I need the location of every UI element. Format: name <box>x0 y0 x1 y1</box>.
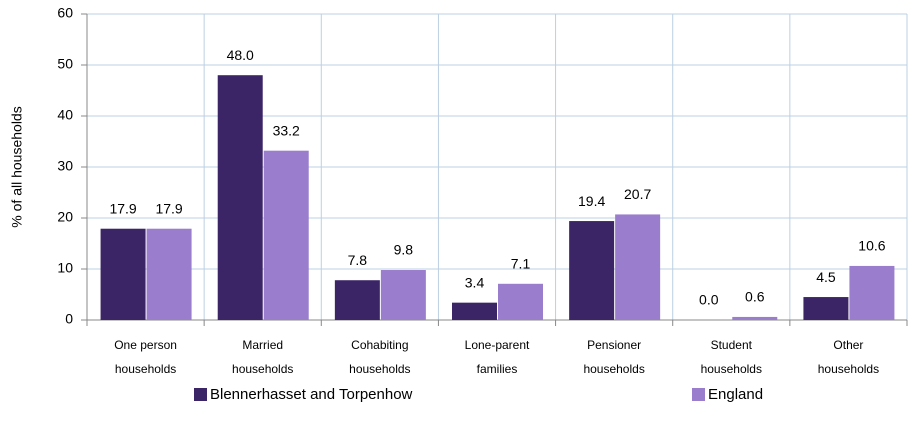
data-label: 20.7 <box>624 186 651 202</box>
data-label: 48.0 <box>227 47 254 63</box>
legend-swatch <box>692 388 705 401</box>
legend-label: England <box>708 386 763 403</box>
y-tick-label: 10 <box>57 260 73 276</box>
bar <box>100 228 146 320</box>
data-label: 7.8 <box>348 252 368 268</box>
y-tick-label: 60 <box>57 5 73 21</box>
data-label: 9.8 <box>394 242 414 258</box>
bar <box>732 316 778 320</box>
x-tick-label: Other <box>833 338 863 352</box>
bar <box>849 265 895 320</box>
x-tick-label: households <box>115 362 176 376</box>
x-tick-label: Married <box>242 338 283 352</box>
data-label: 7.1 <box>511 255 531 271</box>
data-label: 0.6 <box>745 289 765 305</box>
data-label: 17.9 <box>155 200 182 216</box>
data-label: 3.4 <box>465 274 485 290</box>
bar <box>803 297 849 320</box>
x-tick-label: Lone-parent <box>465 338 530 352</box>
x-tick-label: Cohabiting <box>351 338 408 352</box>
legend-swatch <box>194 388 207 401</box>
data-label: 10.6 <box>858 238 885 254</box>
bar <box>334 280 380 320</box>
x-tick-label: households <box>583 362 644 376</box>
data-label: 19.4 <box>578 193 605 209</box>
bar <box>498 283 543 320</box>
data-label: 17.9 <box>109 200 136 216</box>
data-label: 0.0 <box>699 292 719 308</box>
bar <box>146 228 192 320</box>
bar <box>380 270 426 320</box>
data-label: 33.2 <box>273 122 300 138</box>
y-tick-label: 30 <box>57 158 73 174</box>
x-tick-label: households <box>349 362 410 376</box>
bar <box>452 302 497 320</box>
y-axis-label: % of all households <box>9 106 25 227</box>
y-tick-label: 20 <box>57 209 73 225</box>
legend-label: Blennerhasset and Torpenhow <box>210 386 413 403</box>
x-tick-label: Student <box>711 338 753 352</box>
bar <box>569 221 615 320</box>
bar <box>217 75 263 320</box>
bar <box>263 150 309 320</box>
x-tick-label: One person <box>114 338 177 352</box>
x-tick-label: households <box>232 362 293 376</box>
x-tick-label: families <box>477 362 518 376</box>
data-label: 4.5 <box>816 269 836 285</box>
y-tick-label: 50 <box>57 56 73 72</box>
x-tick-label: households <box>701 362 762 376</box>
y-tick-label: 40 <box>57 107 73 123</box>
bar <box>615 214 661 320</box>
x-tick-label: households <box>818 362 879 376</box>
y-tick-label: 0 <box>65 311 73 327</box>
x-tick-label: Pensioner <box>587 338 641 352</box>
